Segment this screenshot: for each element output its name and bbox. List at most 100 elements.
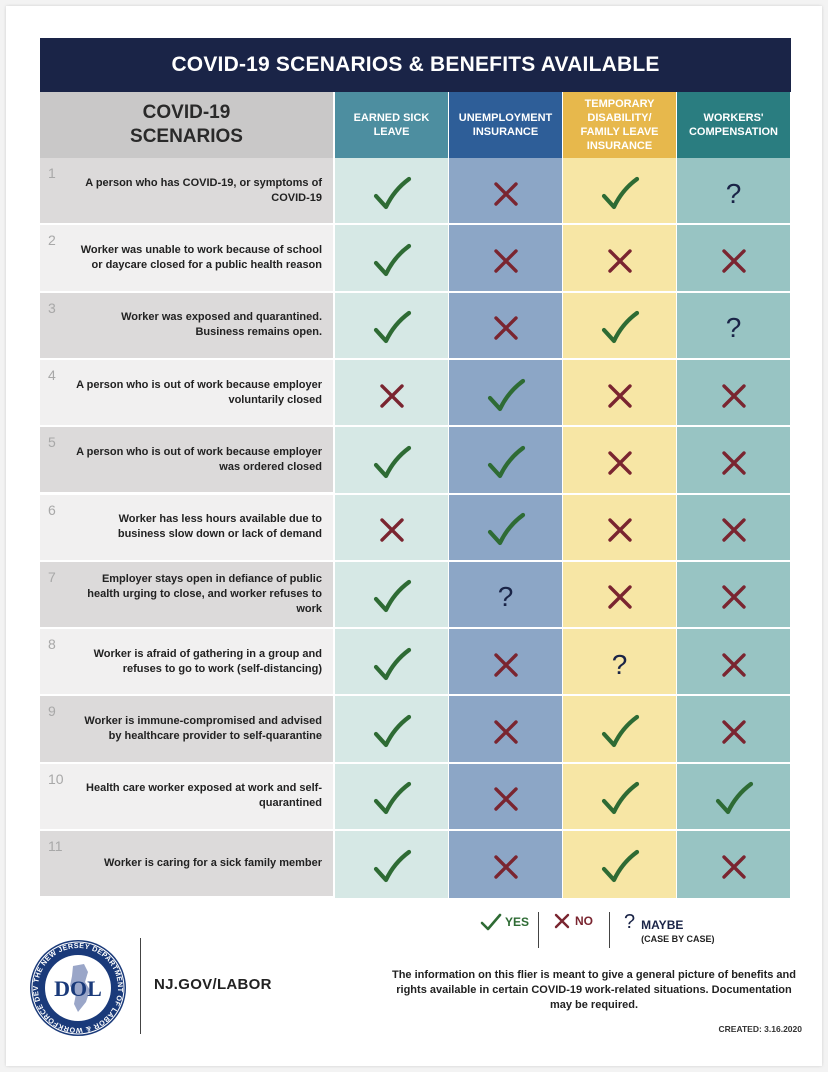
scenario-row-1: 1 A person who has COVID-19, or symptoms … <box>40 158 333 224</box>
check-icon <box>487 445 525 478</box>
row-separator <box>40 492 791 495</box>
mark-row5-col2 <box>486 443 526 483</box>
scenario-row-6: 6 Worker has less hours available due to … <box>40 494 333 560</box>
scenario-number: 8 <box>48 636 56 653</box>
mark-row6-col2 <box>486 510 526 550</box>
website-link[interactable]: NJ.GOV/LABOR <box>154 976 272 993</box>
mark-row5-col1 <box>372 443 412 483</box>
mark-row9-col3 <box>600 712 640 752</box>
mark-row7-col3 <box>600 577 640 617</box>
x-icon <box>607 518 632 542</box>
x-icon <box>721 720 746 744</box>
legend-maybe: ? MAYBE (CASE BY CASE) <box>624 912 714 944</box>
column-header-1: EARNED SICK LEAVE <box>335 92 448 158</box>
x-icon <box>379 383 404 408</box>
x-icon <box>721 383 746 408</box>
mark-row1-col3 <box>600 174 640 214</box>
mark-row8-col2 <box>486 645 526 685</box>
mark-row2-col4 <box>714 241 754 281</box>
x-icon <box>493 720 518 744</box>
scenario-row-4: 4 A person who is out of work because emp… <box>40 359 333 426</box>
x-icon <box>554 913 570 929</box>
scenario-number: 6 <box>48 501 56 518</box>
mark-row4-col2 <box>486 376 526 416</box>
check-icon <box>373 714 411 748</box>
check-icon <box>487 513 525 546</box>
scenario-row-8: 8 Worker is afraid of gathering in a grou… <box>40 629 333 695</box>
logo-divider <box>140 938 141 1034</box>
column-header-3: TEMPORARY DISABILITY/ FAMILY LEAVE INSUR… <box>563 92 676 158</box>
mark-row3-col1 <box>372 308 412 348</box>
mark-row1-col1 <box>372 174 412 214</box>
scenario-row-5: 5 A person who is out of work because emp… <box>40 427 333 493</box>
mark-row2-col1 <box>372 241 412 281</box>
x-icon <box>493 249 518 273</box>
legend-divider <box>538 912 539 948</box>
question-icon: ? <box>725 312 742 344</box>
disclaimer-text: The information on this flier is meant t… <box>391 969 796 1011</box>
check-icon <box>373 647 411 680</box>
x-icon <box>721 451 746 475</box>
x-icon <box>379 518 404 542</box>
scenario-text: Worker is afraid of gathering in a group… <box>93 647 322 675</box>
column-body-2 <box>449 158 562 898</box>
scenario-number: 10 <box>48 770 64 787</box>
scenario-text: Worker was unable to work because of sch… <box>80 243 322 271</box>
mark-row3-col4: ? <box>714 308 754 348</box>
mark-row8-col1 <box>372 645 412 685</box>
x-icon <box>721 249 746 273</box>
legend-no: NO <box>553 912 593 930</box>
scenario-row-7: 7 Employer stays open in defiance of publ… <box>40 561 333 628</box>
x-icon <box>493 181 518 206</box>
check-icon <box>373 311 411 344</box>
row-separator <box>40 290 791 293</box>
scenario-row-10: 10 Health care worker exposed at work and… <box>40 763 333 829</box>
mark-row11-col2 <box>486 847 526 887</box>
x-icon <box>607 249 632 273</box>
scenarios-header: COVID-19 SCENARIOS <box>40 92 333 158</box>
check-icon <box>373 243 411 277</box>
x-icon <box>493 653 518 677</box>
row-separator <box>40 761 791 764</box>
legend-yes: YES <box>480 912 529 932</box>
scenario-row-11: 11 Worker is caring for a sick family mem… <box>40 831 333 897</box>
check-icon <box>715 782 753 815</box>
scenario-row-2: 2 Worker was unable to work because of sc… <box>40 225 333 291</box>
scenario-text: Worker is immune-compromised and advised… <box>84 715 322 743</box>
check-icon <box>373 445 411 478</box>
scenario-text: Health care worker exposed at work and s… <box>86 782 322 810</box>
row-separator <box>40 223 791 226</box>
mark-row11-col3 <box>600 847 640 887</box>
x-icon <box>721 518 746 542</box>
x-icon <box>721 854 746 879</box>
mark-row3-col2 <box>486 308 526 348</box>
x-icon <box>493 316 518 340</box>
mark-row1-col4: ? <box>714 174 754 214</box>
dol-logo: THE NEW JERSEY DEPARTMENT OF LABOR & WOR… <box>28 938 126 1036</box>
mark-row3-col3 <box>600 308 640 348</box>
legend-no-label: NO <box>575 914 593 928</box>
scenario-number: 4 <box>48 366 56 383</box>
mark-row11-col1 <box>372 847 412 887</box>
mark-row2-col3 <box>600 241 640 281</box>
scenario-number: 3 <box>48 299 56 316</box>
mark-row7-col1 <box>372 577 412 617</box>
scenario-number: 5 <box>48 434 56 451</box>
mark-row10-col4 <box>714 779 754 819</box>
mark-row10-col1 <box>372 779 412 819</box>
legend-maybe-label: MAYBE <box>641 918 684 932</box>
mark-row4-col4 <box>714 376 754 416</box>
created-date: CREATED: 3.16.2020 <box>718 1024 802 1034</box>
question-icon: ? <box>611 648 628 680</box>
question-icon: ? <box>725 177 742 209</box>
check-icon <box>373 782 411 815</box>
check-icon <box>373 849 411 882</box>
row-separator <box>40 357 791 360</box>
mark-row8-col4 <box>714 645 754 685</box>
page-title: COVID-19 SCENARIOS & BENEFITS AVAILABLE <box>40 38 791 92</box>
column-header-4: WORKERS' COMPENSATION <box>677 92 790 158</box>
scenario-row-3: 3 Worker was exposed and quarantined. Bus… <box>40 292 333 358</box>
check-icon <box>601 849 639 882</box>
scenario-number: 2 <box>48 232 56 249</box>
mark-row9-col2 <box>486 712 526 752</box>
